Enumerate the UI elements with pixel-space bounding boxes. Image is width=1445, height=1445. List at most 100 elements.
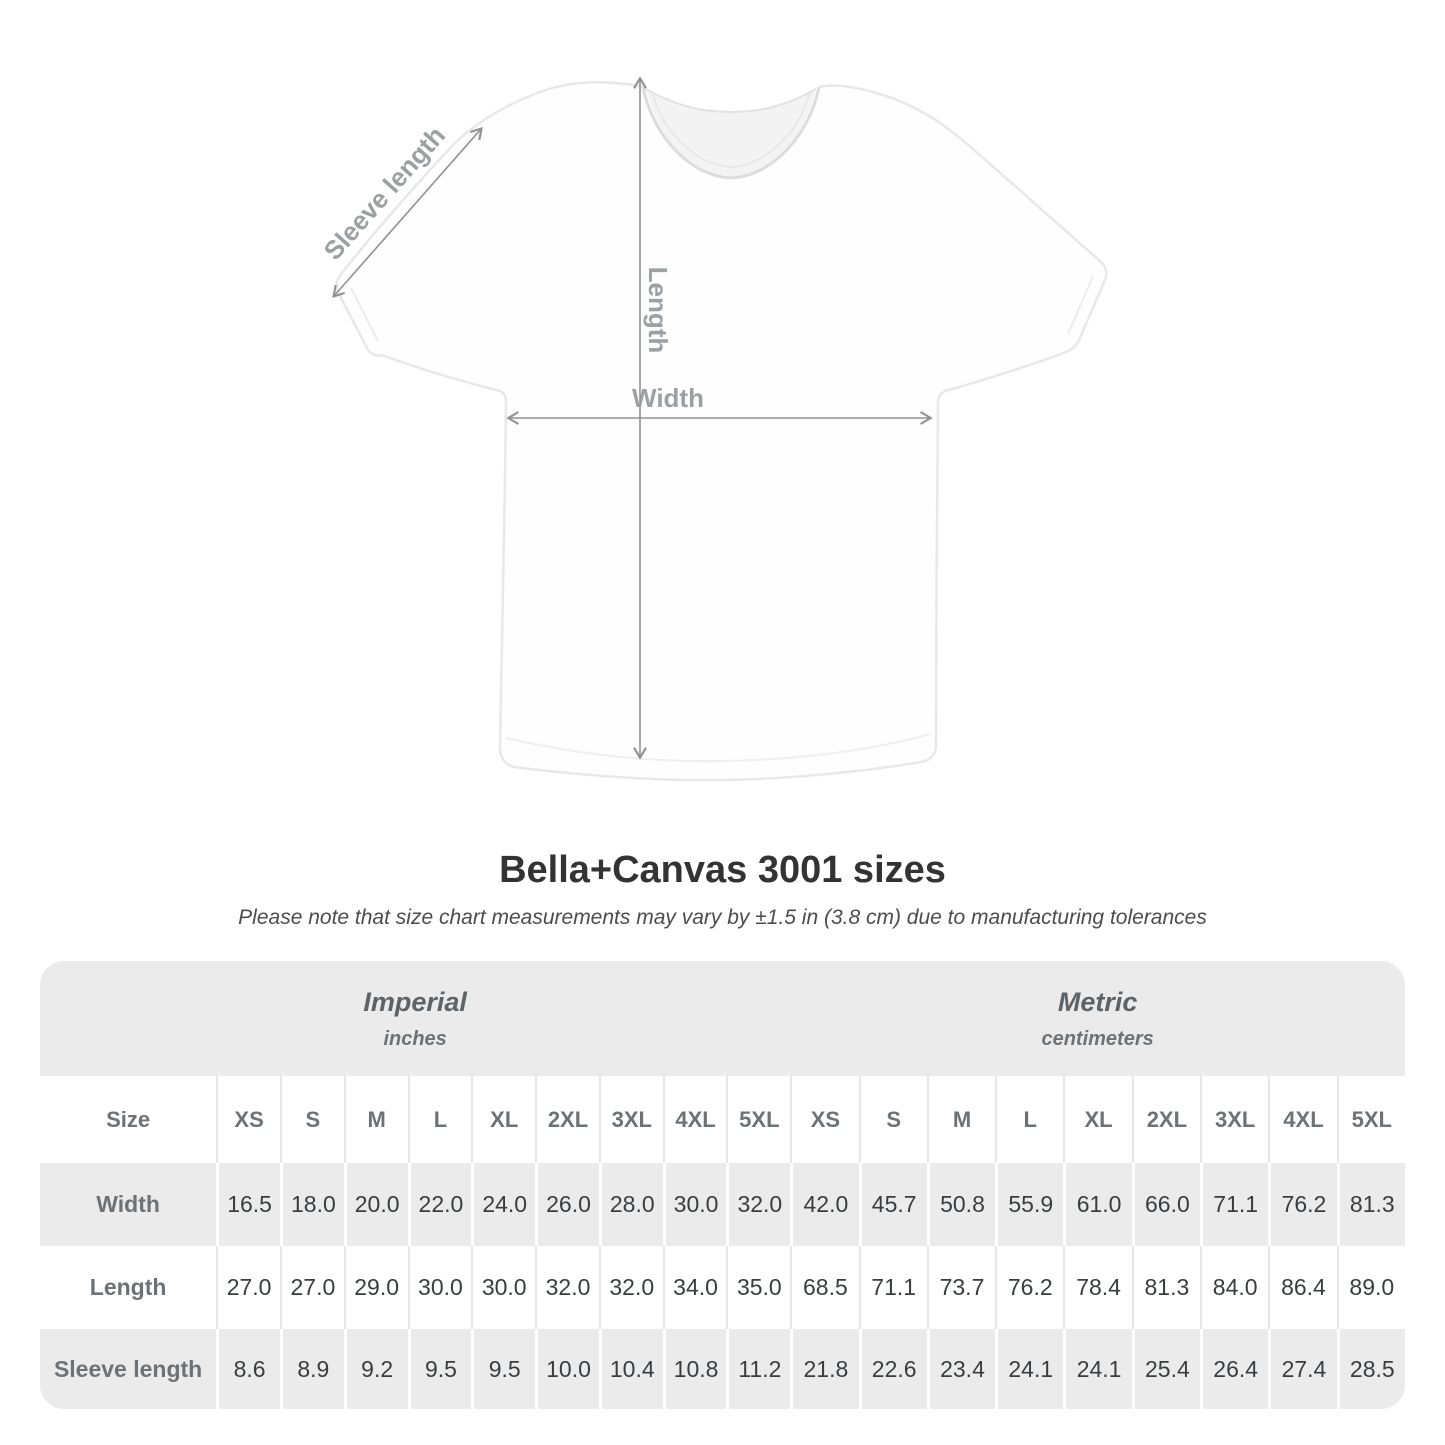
tshirt-collar-outer — [641, 86, 821, 180]
tshirt-collar-inner — [651, 90, 811, 169]
tshirt-diagram-svg: Sleeve length Length Width — [317, 76, 1108, 782]
size-column-header: 4XL — [1268, 1076, 1337, 1163]
length-label: Length — [643, 267, 673, 354]
measurement-cell: 32.0 — [726, 1163, 791, 1246]
measurement-cell: 30.0 — [407, 1246, 472, 1329]
size-chart-body: Width 16.5 18.0 20.0 22.0 24.0 26.0 28.0 30.0 32.… — [40, 1163, 1405, 1409]
measurement-cell: 8.9 — [279, 1329, 344, 1409]
measurement-cell: 22.0 — [407, 1163, 472, 1246]
measurement-row: Length 27.0 27.0 29.0 30.0 30.0 32.0 32.0 34.0 35… — [40, 1246, 1405, 1329]
measurement-cell: 45.7 — [858, 1163, 927, 1246]
measurement-row: Width 16.5 18.0 20.0 22.0 24.0 26.0 28.0 30.0 32.… — [40, 1163, 1405, 1246]
metric-header: Metric centimeters — [790, 961, 1405, 1076]
size-column-header: XL — [1063, 1076, 1132, 1163]
measurement-cell: 27.0 — [279, 1246, 344, 1329]
measurement-cell: 24.1 — [995, 1329, 1064, 1409]
size-column-header: L — [407, 1076, 472, 1163]
row-label: Width — [40, 1163, 217, 1246]
imperial-label: Imperial — [363, 986, 467, 1017]
size-column-header: 2XL — [1131, 1076, 1201, 1163]
measurement-cell: 24.0 — [471, 1163, 536, 1246]
measurement-cell: 30.0 — [662, 1163, 727, 1246]
measurement-cell: 76.2 — [995, 1246, 1064, 1329]
tshirt-neck-inside — [646, 89, 816, 177]
measurement-cell: 10.0 — [535, 1329, 599, 1409]
tshirt-measurement-diagram: Sleeve length Length Width — [317, 76, 1108, 782]
measurement-cell: 86.4 — [1268, 1246, 1337, 1329]
size-header-label: Size — [40, 1076, 217, 1163]
row-label: Length — [40, 1246, 217, 1329]
measurement-cell: 27.4 — [1268, 1329, 1337, 1409]
measurement-cell: 21.8 — [790, 1329, 859, 1409]
metric-unit: centimeters — [1041, 1027, 1154, 1050]
size-column-header: XS — [216, 1076, 280, 1163]
hem-seam — [505, 733, 931, 763]
size-column-header: L — [995, 1076, 1064, 1163]
row-label: Sleeve length — [40, 1329, 217, 1409]
tshirt-collar-back — [645, 88, 817, 114]
measurement-cell: 81.3 — [1131, 1246, 1201, 1329]
size-column-header: M — [926, 1076, 996, 1163]
size-column-header: 4XL — [662, 1076, 727, 1163]
measurement-cell: 24.1 — [1063, 1329, 1132, 1409]
tolerance-note: Please note that size chart measurements… — [238, 906, 1207, 929]
measurement-cell: 9.5 — [407, 1329, 472, 1409]
measurement-cell: 26.4 — [1200, 1329, 1269, 1409]
measurement-cell: 42.0 — [790, 1163, 859, 1246]
measurement-cell: 10.4 — [598, 1329, 663, 1409]
measurement-cell: 9.2 — [343, 1329, 408, 1409]
size-column-header: 3XL — [1200, 1076, 1269, 1163]
measurement-cell: 73.7 — [926, 1246, 996, 1329]
tshirt-graphic — [335, 81, 1108, 782]
sleeve-length-arrow — [332, 126, 483, 299]
measurement-cell: 35.0 — [726, 1246, 791, 1329]
measurement-cell: 16.5 — [216, 1163, 280, 1246]
measurement-cell: 8.6 — [216, 1329, 280, 1409]
imperial-header: Imperial inches — [40, 961, 791, 1076]
size-column-header: M — [343, 1076, 408, 1163]
measurement-cell: 27.0 — [216, 1246, 280, 1329]
size-column-header: 2XL — [535, 1076, 599, 1163]
measurement-cell: 9.5 — [471, 1329, 536, 1409]
measurement-cell: 20.0 — [343, 1163, 408, 1246]
measurement-cell: 78.4 — [1063, 1246, 1132, 1329]
size-column-header: XS — [790, 1076, 859, 1163]
measurement-cell: 18.0 — [279, 1163, 344, 1246]
imperial-unit: inches — [383, 1027, 447, 1050]
measurement-cell: 32.0 — [535, 1246, 599, 1329]
measurement-cell: 10.8 — [662, 1329, 727, 1409]
measurement-cell: 34.0 — [662, 1246, 727, 1329]
measurement-cell: 11.2 — [726, 1329, 791, 1409]
measurement-cell: 84.0 — [1200, 1246, 1269, 1329]
measurement-cell: 28.0 — [598, 1163, 663, 1246]
size-column-header: XL — [471, 1076, 536, 1163]
measurement-cell: 71.1 — [1200, 1163, 1269, 1246]
measurement-cell: 81.3 — [1336, 1163, 1405, 1246]
size-column-header: 3XL — [598, 1076, 663, 1163]
measurement-cell: 76.2 — [1268, 1163, 1337, 1246]
page-title: Bella+Canvas 3001 sizes — [499, 849, 946, 891]
size-column-header: 5XL — [726, 1076, 791, 1163]
size-header-row: Size XS S M L XL 2XL 3XL 4XL 5XL XS S M L XL 2XL 3XL 4XL… — [40, 1076, 1405, 1163]
measurement-cell: 50.8 — [926, 1163, 996, 1246]
measurement-cell: 22.6 — [858, 1329, 927, 1409]
measurement-cell: 29.0 — [343, 1246, 408, 1329]
right-sleeve-seam — [1067, 275, 1094, 335]
unit-header-row: Imperial inches Metric centimeters — [40, 961, 1405, 1076]
measurement-cell: 25.4 — [1131, 1329, 1201, 1409]
size-chart-table: Imperial inches Metric centimeters Size … — [40, 961, 1405, 1409]
size-chart: Imperial inches Metric centimeters Size … — [40, 961, 1405, 1409]
size-column-header: S — [279, 1076, 344, 1163]
measurement-cell: 61.0 — [1063, 1163, 1132, 1246]
measurement-cell: 71.1 — [858, 1246, 927, 1329]
measurement-row: Sleeve length 8.6 8.9 9.2 9.5 9.5 10.0 10.4 10.8… — [40, 1329, 1405, 1409]
size-column-header: 5XL — [1336, 1076, 1405, 1163]
measurement-cell: 68.5 — [790, 1246, 859, 1329]
measurement-cell: 26.0 — [535, 1163, 599, 1246]
width-label: Width — [632, 383, 704, 413]
measurement-cell: 66.0 — [1131, 1163, 1201, 1246]
measurement-cell: 28.5 — [1336, 1329, 1405, 1409]
measurement-cell: 30.0 — [471, 1246, 536, 1329]
measurement-cell: 32.0 — [598, 1246, 663, 1329]
size-column-header: S — [858, 1076, 927, 1163]
